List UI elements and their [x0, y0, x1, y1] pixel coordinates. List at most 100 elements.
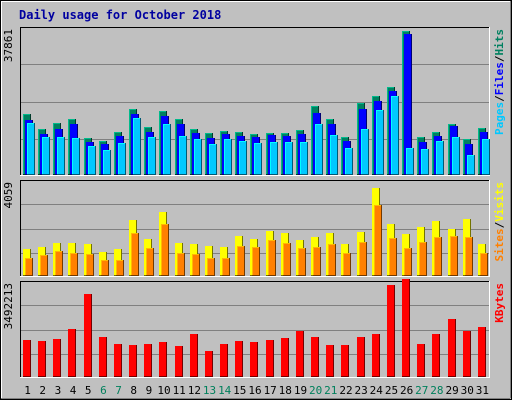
- day-label-8: 8: [130, 384, 137, 397]
- bar-kbytes-day-25: [387, 285, 395, 377]
- bar-kbytes-day-16: [250, 342, 258, 377]
- bar-kbytes-day-10: [159, 342, 167, 377]
- day-label-10: 10: [157, 384, 170, 397]
- bar-pages-day-24: [376, 110, 384, 175]
- day-label-26: 26: [400, 384, 413, 397]
- y-max-label: 37861: [2, 29, 15, 62]
- legend-entry-separator: /: [493, 95, 506, 102]
- bar-kbytes-day-3: [53, 339, 61, 377]
- bar-kbytes-day-20: [311, 337, 319, 377]
- legend: Pages/Files/Hits: [493, 29, 506, 135]
- legend: Sites/Visits: [493, 182, 506, 262]
- bar-sites-day-27: [419, 242, 427, 276]
- bar-pages-day-6: [103, 150, 111, 175]
- day-label-15: 15: [233, 384, 246, 397]
- bar-kbytes-day-7: [114, 344, 122, 377]
- bar-sites-day-20: [313, 247, 321, 276]
- bar-sites-day-11: [177, 253, 185, 276]
- bar-pages-day-1: [27, 123, 35, 175]
- bar-kbytes-day-1: [23, 340, 31, 377]
- bar-pages-day-25: [391, 96, 399, 175]
- bar-sites-day-31: [480, 253, 488, 276]
- day-label-16: 16: [248, 384, 261, 397]
- bar-pages-day-20: [315, 124, 323, 175]
- bar-kbytes-day-15: [235, 341, 243, 377]
- x-axis-day-labels: 1 2 3 4 5 6 7 8 9 10 11 12 13 14 15 16 17 18 19 20 21 22 23 24 2…: [24, 384, 489, 397]
- bar-sites-day-13: [207, 258, 215, 276]
- bar-pages-day-13: [209, 144, 217, 175]
- bar-pages-day-19: [300, 142, 308, 175]
- bar-sites-day-21: [328, 244, 336, 276]
- bar-kbytes-day-14: [220, 344, 228, 377]
- bar-pages-day-23: [361, 129, 369, 175]
- bar-pages-day-14: [224, 139, 232, 175]
- day-label-22: 22: [339, 384, 352, 397]
- day-label-31: 31: [476, 384, 489, 397]
- bar-pages-day-5: [88, 146, 96, 175]
- legend-entry-separator: /: [493, 55, 506, 62]
- day-label-25: 25: [385, 384, 398, 397]
- bar-kbytes-day-30: [463, 331, 471, 377]
- bar-sites-day-5: [86, 254, 94, 276]
- day-label-21: 21: [324, 384, 337, 397]
- y-max-label: 4059: [2, 182, 15, 209]
- bar-kbytes-day-24: [372, 334, 380, 377]
- chart-title: Daily usage for October 2018: [19, 8, 221, 22]
- day-label-14: 14: [218, 384, 232, 397]
- bar-sites-day-26: [404, 248, 412, 276]
- bar-pages-day-11: [179, 136, 187, 175]
- bar-sites-day-18: [283, 243, 291, 276]
- bar-kbytes-day-4: [68, 329, 76, 377]
- day-label-13: 13: [203, 384, 216, 397]
- bar-kbytes-day-6: [99, 337, 107, 377]
- bar-pages-day-2: [42, 137, 50, 175]
- bar-pages-day-17: [270, 142, 278, 175]
- legend-entry-files: Files: [493, 62, 506, 95]
- bar-sites-day-2: [40, 255, 48, 276]
- bar-kbytes-day-22: [341, 345, 349, 377]
- bar-kbytes-day-28: [432, 334, 440, 377]
- bar-sites-day-12: [192, 254, 200, 276]
- day-label-7: 7: [115, 384, 122, 397]
- bar-sites-day-17: [268, 240, 276, 276]
- day-label-5: 5: [85, 384, 92, 397]
- bar-kbytes-day-11: [175, 346, 183, 377]
- legend-entry-separator: /: [493, 221, 506, 228]
- bar-sites-day-22: [343, 253, 351, 276]
- bar-pages-day-28: [436, 141, 444, 175]
- bar-sites-day-23: [359, 242, 367, 276]
- day-label-4: 4: [70, 384, 77, 397]
- day-label-29: 29: [445, 384, 458, 397]
- bar-sites-day-19: [298, 248, 306, 276]
- day-label-28: 28: [430, 384, 443, 397]
- legend-entry-kbytes: KBytes: [493, 283, 506, 323]
- bar-sites-day-9: [146, 248, 154, 276]
- legend: KBytes: [493, 283, 506, 323]
- bar-sites-day-25: [389, 238, 397, 276]
- day-label-20: 20: [309, 384, 322, 397]
- bar-pages-day-10: [163, 124, 171, 175]
- day-label-6: 6: [100, 384, 107, 397]
- bar-kbytes-day-29: [448, 319, 456, 377]
- panel-hits-files-pages: 37861 Pages/Files/Hits: [2, 27, 506, 176]
- bar-kbytes-day-17: [266, 340, 274, 377]
- day-label-2: 2: [39, 384, 46, 397]
- day-label-27: 27: [415, 384, 428, 397]
- day-label-11: 11: [173, 384, 186, 397]
- bar-pages-day-30: [467, 155, 475, 175]
- bar-pages-day-12: [194, 139, 202, 175]
- day-label-1: 1: [24, 384, 31, 397]
- bar-pages-day-15: [239, 141, 247, 175]
- bar-kbytes-day-21: [326, 345, 334, 377]
- y-max-label: 3492213: [2, 283, 15, 329]
- bar-pages-day-26: [406, 148, 414, 175]
- bar-pages-day-29: [452, 137, 460, 175]
- bar-sites-day-16: [252, 247, 260, 276]
- bar-kbytes-day-27: [417, 344, 425, 377]
- bar-pages-day-4: [72, 138, 80, 175]
- bar-sites-day-8: [131, 233, 139, 276]
- bar-pages-day-9: [148, 137, 156, 175]
- bars: [23, 31, 490, 175]
- bar-pages-day-27: [421, 149, 429, 175]
